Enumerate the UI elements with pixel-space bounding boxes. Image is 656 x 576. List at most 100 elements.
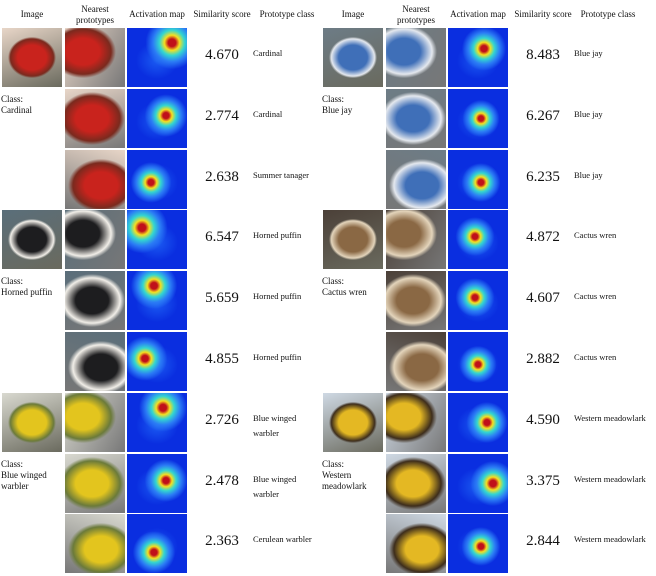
prototype-class: Cerulean warbler bbox=[253, 534, 312, 545]
activation-map bbox=[127, 88, 187, 148]
prototype-image bbox=[386, 28, 446, 87]
class-prefix: Class: bbox=[322, 94, 345, 104]
prototype-class: Summer tanager bbox=[253, 169, 309, 180]
column-header: Nearest prototypes bbox=[76, 4, 114, 25]
column-header: Similarity score bbox=[514, 9, 572, 19]
activation-map bbox=[127, 332, 187, 391]
class-name: Cardinal bbox=[1, 105, 32, 115]
similarity-score: 4.855 bbox=[205, 351, 239, 367]
similarity-score: 2.844 bbox=[526, 533, 560, 550]
prototype-class: Blue jay bbox=[574, 169, 603, 180]
class-label: Class: Horned puffin bbox=[1, 276, 61, 298]
input-image bbox=[323, 392, 383, 452]
column-header: Prototype class bbox=[580, 9, 636, 19]
activation-map bbox=[127, 392, 187, 452]
class-label: Class: Blue winged warbler bbox=[1, 459, 61, 492]
class-prefix: Class: bbox=[322, 458, 345, 469]
activation-map bbox=[448, 210, 508, 270]
activation-map bbox=[127, 271, 187, 331]
similarity-score: 4.670 bbox=[205, 47, 239, 63]
column-header: Similarity score bbox=[193, 9, 251, 19]
prototype-image bbox=[386, 210, 446, 270]
activation-map bbox=[448, 28, 508, 87]
similarity-score: 4.590 bbox=[526, 411, 560, 428]
class-name: Blue winged warbler bbox=[1, 469, 47, 491]
input-image bbox=[323, 28, 383, 87]
prototype-image bbox=[386, 332, 446, 391]
prototype-class: Western meadowlark bbox=[574, 412, 646, 423]
class-prefix: Class: bbox=[322, 276, 345, 287]
class-name: Western meadowlark bbox=[322, 469, 367, 491]
similarity-score: 5.659 bbox=[205, 290, 239, 307]
prototype-image bbox=[65, 88, 125, 148]
class-prefix: Class: bbox=[1, 458, 24, 469]
prototype-class: Western meadowlark bbox=[574, 473, 646, 484]
prototype-class: Blue jay bbox=[574, 108, 603, 119]
column-header: Image bbox=[20, 9, 44, 19]
prototype-class: Blue winged warbler bbox=[253, 412, 297, 438]
prototype-image bbox=[65, 453, 125, 513]
input-image bbox=[2, 392, 62, 452]
activation-map bbox=[127, 149, 187, 209]
activation-map bbox=[127, 514, 187, 574]
prototype-image bbox=[65, 149, 125, 209]
class-label: Class: Western meadowlark bbox=[322, 459, 382, 492]
similarity-score: 6.267 bbox=[526, 107, 560, 124]
prototype-class: Horned puffin bbox=[253, 230, 302, 241]
prototype-class: Horned puffin bbox=[253, 352, 302, 362]
prototype-class: Cardinal bbox=[253, 108, 283, 119]
similarity-score: 4.607 bbox=[526, 290, 560, 307]
similarity-score: 6.235 bbox=[526, 168, 560, 185]
prototype-image bbox=[65, 332, 125, 391]
column-header: Activation map bbox=[450, 9, 506, 19]
similarity-score: 2.774 bbox=[205, 107, 239, 124]
similarity-score: 4.872 bbox=[526, 229, 560, 246]
prototype-class: Western meadowlark bbox=[574, 534, 646, 545]
activation-map bbox=[127, 210, 187, 270]
prototype-image bbox=[386, 149, 446, 209]
activation-map bbox=[127, 28, 187, 87]
column-header: Image bbox=[341, 9, 365, 19]
activation-map bbox=[448, 149, 508, 209]
prototype-image bbox=[65, 392, 125, 452]
class-name: Horned puffin bbox=[1, 287, 53, 298]
input-image bbox=[2, 28, 62, 87]
similarity-score: 2.638 bbox=[205, 168, 239, 185]
prototype-image bbox=[386, 271, 446, 331]
prototype-image bbox=[65, 28, 125, 87]
class-label: Class: Cactus wren bbox=[322, 276, 382, 298]
prototype-image bbox=[65, 210, 125, 270]
activation-map bbox=[448, 271, 508, 331]
column-header: Prototype class bbox=[259, 9, 315, 19]
prototype-image bbox=[386, 88, 446, 148]
prototype-class: Cardinal bbox=[253, 48, 283, 58]
prototype-image bbox=[386, 514, 446, 574]
similarity-score: 3.375 bbox=[526, 472, 560, 489]
class-label: Class: Blue jay bbox=[322, 94, 382, 116]
prototype-class: Cactus wren bbox=[574, 352, 617, 362]
similarity-score: 2.882 bbox=[526, 351, 560, 367]
prototype-class: Horned puffin bbox=[253, 291, 302, 302]
activation-map bbox=[448, 332, 508, 391]
input-image bbox=[323, 210, 383, 270]
prototype-class: Cactus wren bbox=[574, 291, 617, 302]
prototype-class: Cactus wren bbox=[574, 230, 617, 241]
class-prefix: Class: bbox=[1, 276, 24, 287]
column-header: Activation map bbox=[129, 9, 185, 19]
column-header: Nearest prototypes bbox=[397, 4, 435, 25]
activation-map bbox=[448, 88, 508, 148]
activation-map bbox=[448, 453, 508, 513]
input-image bbox=[2, 210, 62, 270]
similarity-score: 2.726 bbox=[205, 411, 239, 428]
prototype-image bbox=[65, 271, 125, 331]
activation-map bbox=[448, 514, 508, 574]
similarity-score: 8.483 bbox=[526, 47, 560, 63]
prototype-image bbox=[386, 392, 446, 452]
activation-map bbox=[448, 392, 508, 452]
class-prefix: Class: bbox=[1, 94, 24, 104]
similarity-score: 2.363 bbox=[205, 533, 239, 550]
prototype-image bbox=[386, 453, 446, 513]
prototype-class: Blue winged warbler bbox=[253, 473, 297, 499]
similarity-score: 2.478 bbox=[205, 472, 239, 489]
